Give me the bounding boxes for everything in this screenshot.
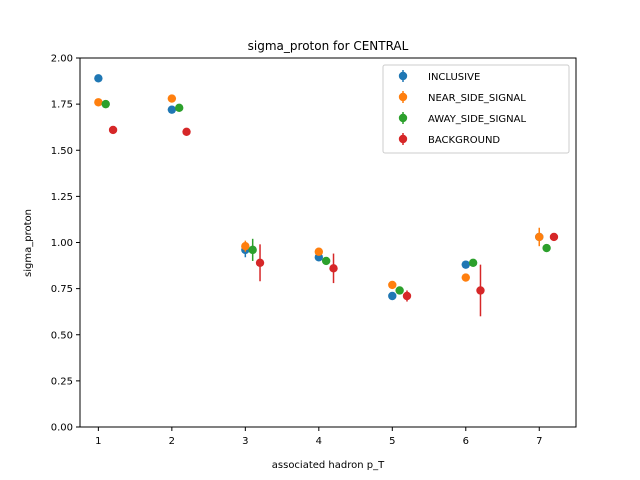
legend-label-background: BACKGROUND bbox=[428, 135, 500, 146]
y-tick-label: 1.75 bbox=[51, 100, 73, 111]
away-side-signal-point bbox=[395, 286, 404, 295]
near-side-signal-point bbox=[241, 241, 250, 251]
x-tick-label: 7 bbox=[536, 436, 542, 447]
x-tick-label: 3 bbox=[242, 436, 248, 447]
inclusive-point bbox=[388, 291, 397, 301]
y-tick-label: 2.00 bbox=[51, 54, 73, 65]
x-axis-label: associated hadron p_T bbox=[272, 460, 385, 471]
y-tick-label: 1.50 bbox=[51, 146, 73, 157]
legend-label-inclusive: INCLUSIVE bbox=[428, 72, 480, 83]
legend-box bbox=[382, 64, 570, 154]
inclusive-point bbox=[94, 74, 103, 83]
x-tick-label: 1 bbox=[95, 436, 101, 447]
legend-marker-away-side-signal bbox=[398, 113, 408, 123]
near-side-signal-point bbox=[94, 98, 103, 107]
data-marks bbox=[94, 74, 559, 317]
background-point bbox=[402, 291, 412, 301]
y-tick-label: 0.00 bbox=[51, 423, 73, 434]
near-side-signal-point bbox=[535, 232, 544, 242]
away-side-signal-point bbox=[175, 103, 184, 113]
inclusive-point bbox=[167, 105, 177, 114]
x-axis: 1 2 3 4 5 6 7 bbox=[95, 427, 542, 447]
away-side-signal-point bbox=[468, 258, 478, 267]
y-tick-label: 1.25 bbox=[51, 192, 73, 203]
legend-marker-inclusive bbox=[398, 71, 408, 81]
x-tick-label: 2 bbox=[169, 436, 175, 447]
legend-marker-near-side-signal bbox=[398, 92, 408, 102]
near-side-signal-point bbox=[314, 247, 324, 256]
y-tick-label: 0.25 bbox=[51, 376, 73, 387]
near-side-signal-point bbox=[388, 280, 397, 290]
y-axis-label: sigma_proton bbox=[23, 209, 34, 277]
away-side-signal-point bbox=[542, 243, 551, 253]
away-side-signal-point bbox=[248, 245, 257, 255]
y-tick-label: 1.00 bbox=[51, 238, 73, 249]
y-tick-label: 0.75 bbox=[51, 284, 73, 295]
background-point bbox=[182, 127, 191, 136]
x-tick-label: 5 bbox=[389, 436, 395, 447]
y-axis: 0.00 0.25 0.50 0.75 1.00 1.25 1.50 1.75 2.00 bbox=[51, 54, 80, 434]
legend-label-near-side-signal: NEAR_SIDE_SIGNAL bbox=[428, 93, 526, 104]
near-side-signal-point bbox=[461, 273, 470, 282]
y-tick-label: 0.50 bbox=[51, 330, 73, 341]
inclusive-point bbox=[461, 260, 470, 269]
background-point bbox=[255, 258, 265, 267]
away-side-signal-point bbox=[101, 99, 110, 109]
background-point bbox=[549, 232, 559, 242]
x-tick-label: 4 bbox=[316, 436, 322, 447]
legend: INCLUSIVE NEAR_SIDE_SIGNAL AWAY_SIDE_SIGNA… bbox=[382, 64, 570, 154]
away-side-signal-point bbox=[321, 256, 331, 266]
legend-label-away-side-signal: AWAY_SIDE_SIGNAL bbox=[428, 114, 526, 125]
near-side-signal-point bbox=[167, 94, 177, 103]
chart-title: sigma_proton for CENTRAL bbox=[248, 39, 409, 53]
x-tick-label: 6 bbox=[463, 436, 469, 447]
legend-marker-background bbox=[398, 134, 408, 144]
background-point bbox=[329, 264, 338, 273]
background-point bbox=[108, 125, 118, 135]
background-point bbox=[476, 286, 485, 295]
